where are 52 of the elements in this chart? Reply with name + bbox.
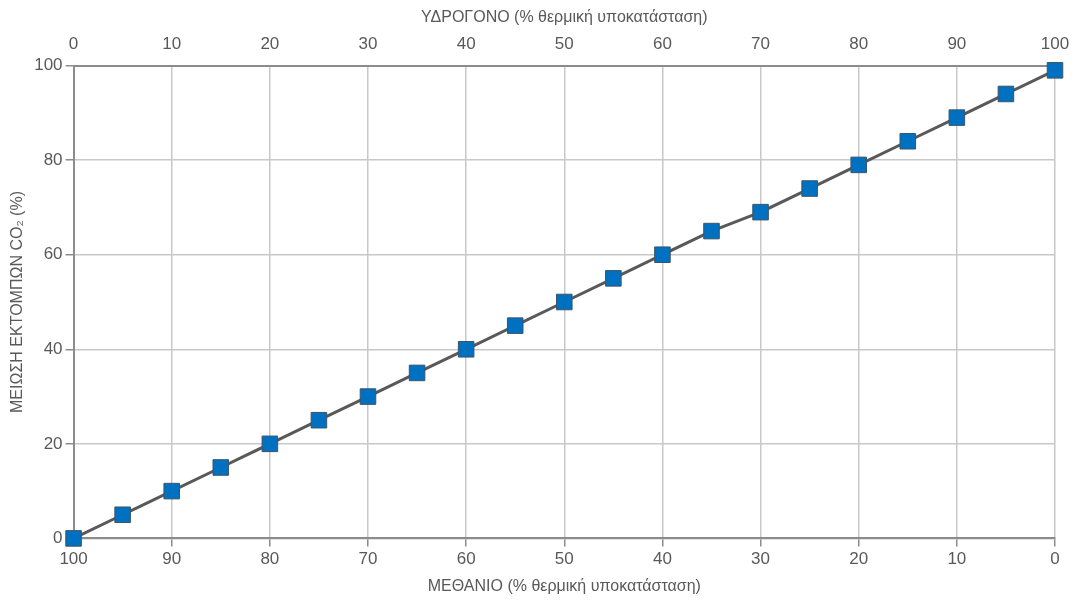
point bbox=[654, 246, 671, 263]
x-tick-label: 50 bbox=[554, 549, 574, 569]
x2-tick-label: 60 bbox=[652, 34, 672, 54]
point bbox=[850, 156, 867, 174]
x2-tick-label: 10 bbox=[162, 34, 182, 54]
x-tick-label: 70 bbox=[358, 549, 378, 569]
x-tick-label: 90 bbox=[162, 549, 182, 569]
y-tick-label: 0 bbox=[53, 528, 63, 548]
point bbox=[556, 293, 573, 311]
point bbox=[997, 85, 1015, 103]
point bbox=[457, 341, 475, 358]
x2-tick-label: 100 bbox=[1040, 34, 1070, 54]
point bbox=[65, 530, 82, 547]
point bbox=[163, 482, 180, 500]
x2-tick-label: 80 bbox=[849, 34, 869, 54]
x2-axis-title: ΥΔΡΟΓΟΝΟ (% θερμική υποκατάσταση) bbox=[421, 8, 708, 26]
x-tick-label: 10 bbox=[947, 549, 967, 569]
point bbox=[212, 459, 230, 476]
x-tick-label: 30 bbox=[751, 549, 771, 569]
point bbox=[506, 317, 524, 334]
x-tick-label: 80 bbox=[260, 549, 280, 569]
point bbox=[310, 411, 328, 429]
x2-tick-label: 0 bbox=[68, 34, 79, 54]
y-tick-label: 20 bbox=[43, 433, 63, 453]
point bbox=[948, 109, 966, 126]
point bbox=[114, 506, 131, 524]
x-tick-label: 40 bbox=[652, 549, 672, 569]
x2-tick-label: 20 bbox=[260, 34, 280, 54]
y-tick-label: 40 bbox=[43, 338, 63, 358]
x2-tick-label: 50 bbox=[554, 34, 574, 54]
y-tick-label: 100 bbox=[34, 55, 63, 75]
x-tick-label: 20 bbox=[849, 549, 869, 569]
x2-tick-label: 70 bbox=[751, 34, 771, 54]
point bbox=[605, 270, 622, 287]
point bbox=[801, 180, 818, 197]
point bbox=[408, 364, 426, 382]
x-tick-label: 0 bbox=[1050, 549, 1060, 569]
y-tick-label: 60 bbox=[43, 244, 63, 264]
y-tick-label: 80 bbox=[43, 149, 63, 169]
point bbox=[703, 222, 720, 240]
point bbox=[752, 203, 769, 221]
x2-tick-label: 30 bbox=[358, 34, 378, 54]
x-axis-title: ΜΕΘΑΝΙΟ (% θερμική υποκατάσταση) bbox=[427, 576, 701, 594]
point bbox=[261, 435, 279, 453]
x-tick-label: 100 bbox=[59, 549, 88, 569]
point bbox=[359, 388, 377, 405]
x2-tick-label: 90 bbox=[947, 34, 967, 54]
point bbox=[899, 132, 917, 150]
x2-tick-label: 40 bbox=[456, 34, 476, 54]
point bbox=[1046, 62, 1064, 79]
x-tick-label: 60 bbox=[456, 549, 476, 569]
y-axis-title: ΜΕΙΩΣΗ ΕΚΤΟΜΠΩΝ CO₂ (%) bbox=[8, 191, 26, 413]
